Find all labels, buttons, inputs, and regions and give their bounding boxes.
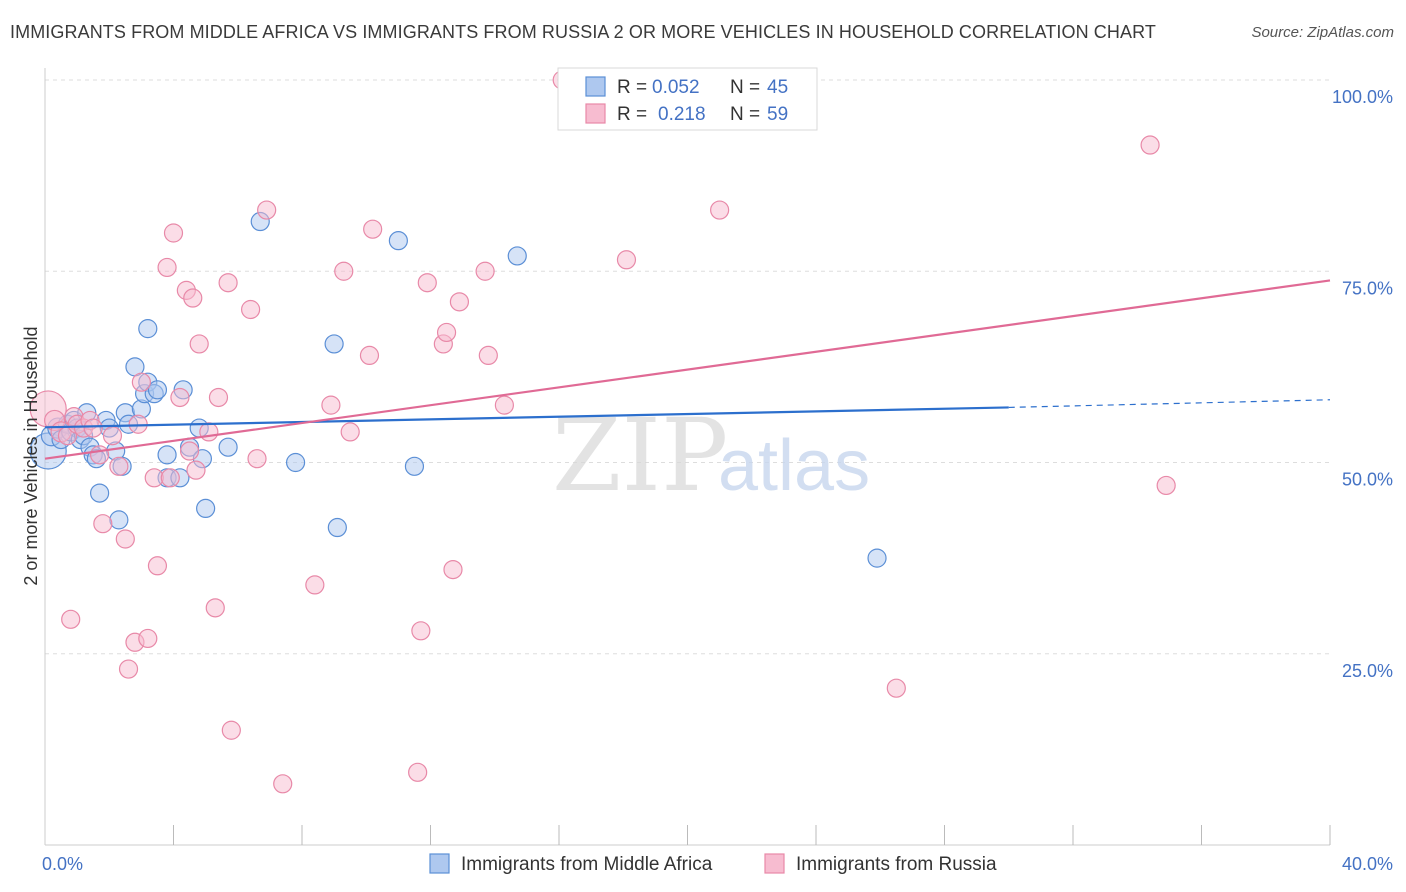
legend-r-label: R = — [617, 104, 647, 125]
point-russia — [340, 422, 360, 442]
point-russia — [411, 621, 431, 641]
point-russia — [417, 273, 437, 293]
point-russia — [138, 628, 158, 649]
point-russia — [478, 345, 498, 365]
point-russia — [886, 678, 906, 698]
point-russia — [83, 418, 103, 438]
point-russia — [616, 250, 637, 270]
y-tick-label: 25.0% — [1342, 661, 1393, 681]
legend: R = 0.052 N = 45 R = 0.218 N = 59 — [557, 67, 818, 131]
point-russia — [90, 445, 110, 465]
point-russia — [189, 334, 209, 354]
legend-n-label: N = — [730, 77, 760, 98]
legend-r-value-middle-africa: 0.052 — [652, 77, 700, 98]
point-russia — [1156, 475, 1176, 496]
point-middle-africa — [109, 510, 129, 530]
point-russia — [102, 426, 123, 446]
trend-layer — [44, 279, 1331, 460]
point-russia — [449, 292, 470, 312]
point-russia — [359, 345, 380, 365]
point-middle-africa — [138, 319, 158, 339]
point-russia — [305, 575, 325, 595]
point-russia — [334, 261, 354, 281]
legend-r-value-russia: 0.218 — [658, 104, 706, 125]
point-russia — [257, 200, 277, 220]
bottom-legend-swatch-russia — [764, 853, 785, 874]
point-russia — [118, 659, 139, 679]
point-middle-africa — [157, 445, 177, 465]
trendline-russia — [44, 279, 1331, 460]
watermark-atlas: atlas — [718, 426, 870, 506]
point-russia — [157, 257, 177, 278]
point-russia — [61, 609, 81, 629]
point-middle-africa — [218, 437, 238, 457]
point-middle-africa — [285, 452, 306, 473]
point-middle-africa — [196, 498, 216, 518]
point-russia — [1140, 135, 1160, 155]
point-russia — [443, 559, 463, 580]
x-tick-label: 40.0% — [1342, 854, 1393, 874]
point-russia — [131, 372, 151, 392]
legend-r-label: R = — [617, 77, 647, 98]
grid-layer — [45, 79, 1330, 655]
point-russia — [221, 720, 241, 740]
y-tick-label: 50.0% — [1342, 470, 1393, 490]
point-russia — [144, 468, 164, 488]
bottom-legend-label-middle-africa: Immigrants from Middle Africa — [461, 854, 713, 875]
point-russia — [218, 273, 238, 293]
point-middle-africa — [404, 456, 425, 476]
point-russia — [436, 322, 457, 343]
source-credit: Source: ZipAtlas.com — [1251, 24, 1394, 41]
axis-layer: 25.0% 50.0% 75.0% 100.0% 0.0% 40.0% — [42, 68, 1393, 874]
point-middle-africa — [147, 380, 168, 400]
point-russia — [205, 598, 225, 618]
legend-swatch-russia — [585, 103, 606, 124]
watermark: ZIP atlas — [552, 397, 870, 514]
point-middle-africa — [327, 517, 347, 538]
legend-n-label: N = — [730, 104, 760, 125]
point-russia — [710, 200, 730, 220]
point-russia — [208, 387, 229, 408]
legend-n-value-russia: 59 — [767, 104, 788, 125]
point-russia — [183, 288, 203, 308]
point-russia — [475, 261, 495, 281]
point-russia — [494, 395, 514, 415]
point-russia — [115, 529, 135, 549]
x-tick-label: 0.0% — [42, 854, 83, 874]
y-tick-label: 75.0% — [1342, 278, 1393, 298]
point-russia — [241, 299, 261, 320]
legend-swatch-middle-africa — [585, 76, 606, 97]
point-middle-africa — [867, 548, 887, 568]
y-axis-label: 2 or more Vehicles in Household — [21, 326, 41, 585]
point-russia — [408, 762, 428, 782]
trendline-extension-middle-africa — [1008, 399, 1331, 409]
bottom-legend-swatch-middle-africa — [429, 853, 450, 874]
point-russia — [179, 441, 200, 461]
point-russia — [163, 223, 184, 243]
point-russia — [170, 387, 190, 408]
point-middle-africa — [90, 483, 110, 503]
bottom-legend: Immigrants from Middle Africa Immigrants… — [429, 853, 997, 875]
trendline-middle-africa — [44, 406, 1009, 429]
point-russia — [160, 468, 180, 488]
chart-title: IMMIGRANTS FROM MIDDLE AFRICA VS IMMIGRA… — [10, 22, 1156, 42]
point-russia — [247, 449, 267, 469]
point-russia — [363, 219, 383, 239]
y-tick-label: 100.0% — [1332, 87, 1393, 107]
point-middle-africa — [507, 246, 527, 266]
point-russia — [199, 422, 219, 442]
point-russia — [147, 556, 168, 576]
point-russia — [321, 395, 341, 415]
point-middle-africa — [388, 231, 408, 251]
point-russia — [109, 456, 129, 476]
legend-n-value-middle-africa: 45 — [767, 77, 788, 98]
point-russia — [93, 514, 113, 534]
bottom-legend-label-russia: Immigrants from Russia — [796, 854, 997, 875]
point-russia — [186, 460, 206, 480]
point-middle-africa — [324, 334, 344, 354]
point-russia — [273, 774, 293, 794]
